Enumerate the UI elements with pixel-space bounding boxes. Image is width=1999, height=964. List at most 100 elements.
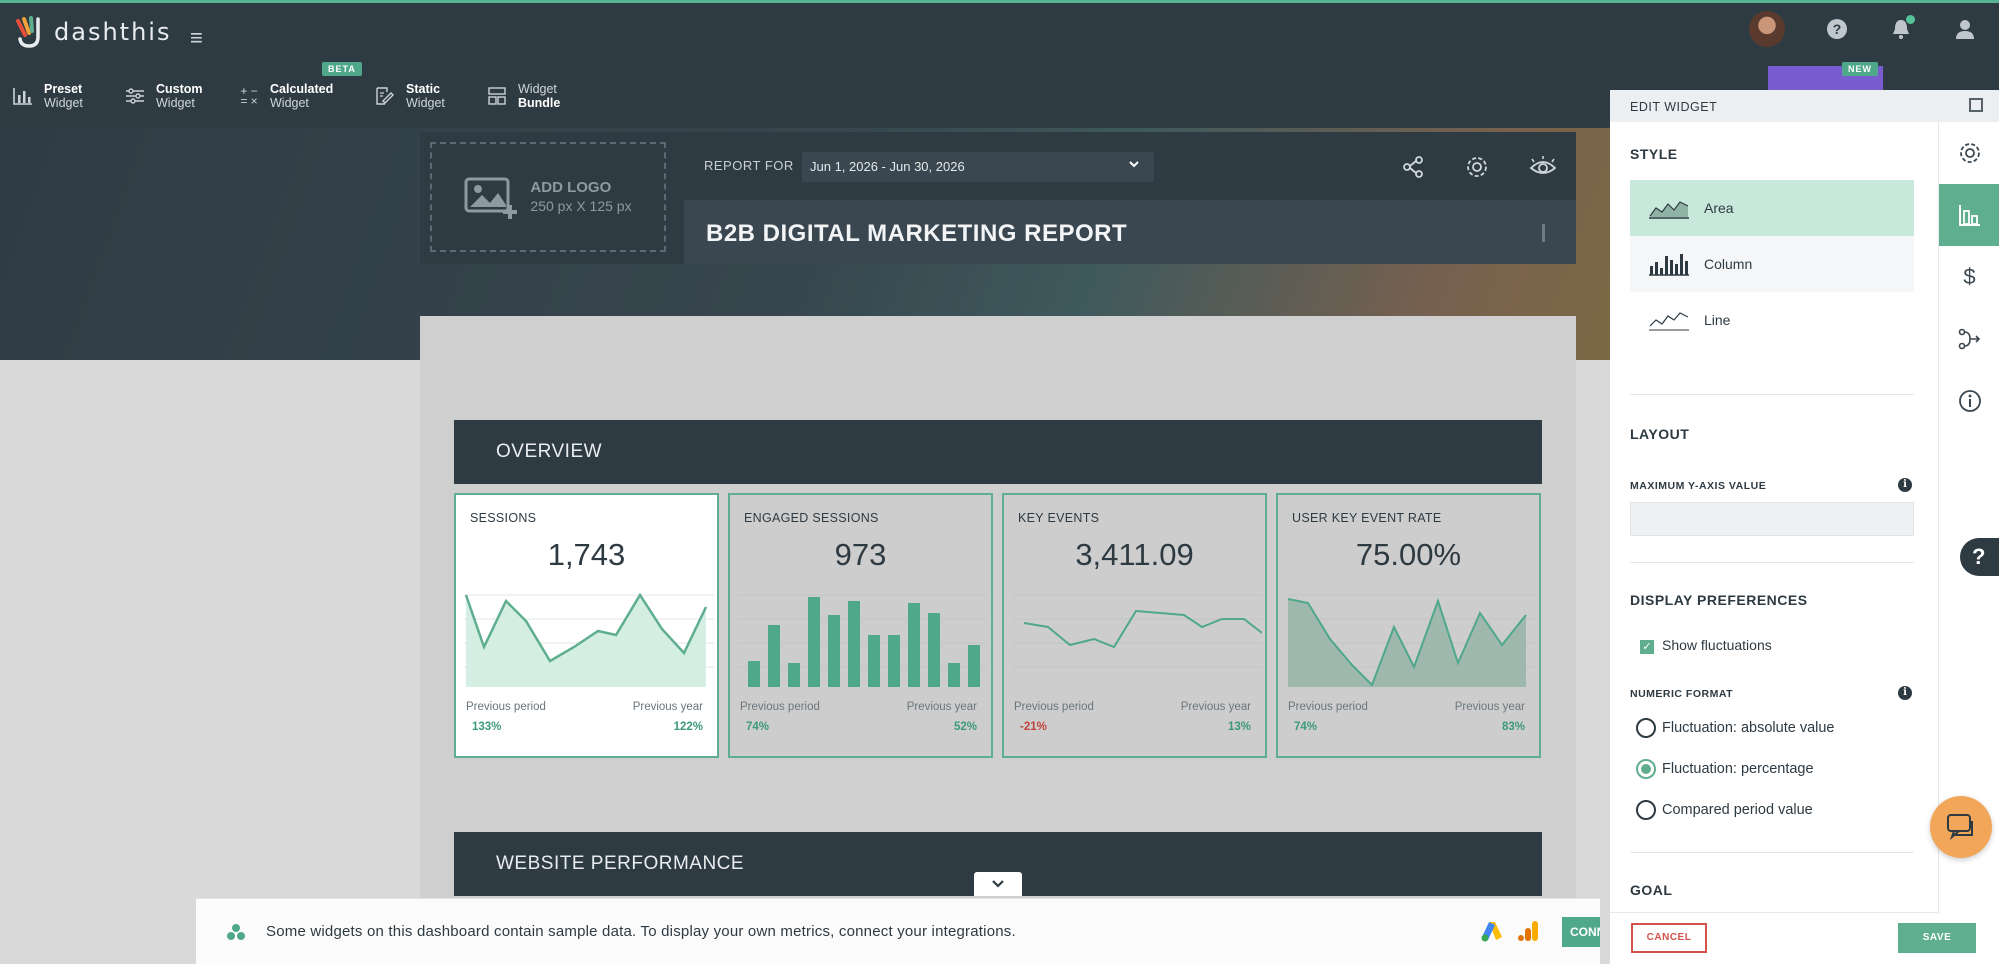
style-option-label: Area xyxy=(1704,200,1734,216)
notice-text: Some widgets on this dashboard contain s… xyxy=(266,923,1016,940)
style-option-area[interactable]: Area xyxy=(1630,180,1914,236)
dashthis-logo-icon xyxy=(12,15,46,49)
layout-heading: LAYOUT xyxy=(1630,426,1690,442)
custom-widget-button[interactable]: Custom Widget xyxy=(124,82,203,110)
help-question-icon[interactable]: ? xyxy=(1960,538,1999,576)
radio-label[interactable]: Fluctuation: percentage xyxy=(1662,761,1814,777)
panel-body: STYLE Area Column Line LAYOUT MAXIMUM Y-… xyxy=(1610,122,1938,912)
calculator-icon: + − = × xyxy=(240,84,258,108)
goal-tab-dollar-icon[interactable]: $ xyxy=(1963,264,1976,289)
previous-period-pct: 74% xyxy=(746,721,770,733)
previous-year-pct: 122% xyxy=(673,721,703,733)
radio-absolute-value[interactable] xyxy=(1636,718,1656,738)
report-for-label: REPORT FOR xyxy=(704,158,794,173)
numeric-format-label: NUMERIC FORMAT xyxy=(1630,688,1734,700)
static-widget-button[interactable]: Static Widget xyxy=(374,82,445,110)
settings-tab-gear-icon[interactable] xyxy=(1939,122,1999,184)
notification-dot xyxy=(1906,15,1915,24)
widget-user-key-event-rate[interactable]: USER KEY EVENT RATE 75.00% Previous peri… xyxy=(1276,493,1541,758)
widget-sessions[interactable]: SESSIONS 1,743 Previous period Previous … xyxy=(454,493,719,758)
max-y-axis-label: MAXIMUM Y-AXIS VALUE xyxy=(1630,480,1767,492)
radio-percentage[interactable] xyxy=(1636,759,1656,779)
previous-period-label: Previous period xyxy=(740,701,820,713)
widget-value: 973 xyxy=(834,537,887,572)
notification-bell-icon[interactable] xyxy=(1889,15,1915,41)
share-icon[interactable] xyxy=(1398,152,1428,182)
gear-icon[interactable] xyxy=(1462,152,1492,182)
widget-key-events[interactable]: KEY EVENTS 3,411.09 Previous period Prev… xyxy=(1002,493,1267,758)
menu-icon[interactable]: ≡ xyxy=(190,25,203,50)
chevron-down-icon xyxy=(992,880,1004,888)
bundle-icon xyxy=(486,85,508,107)
help-icon[interactable]: ? xyxy=(1825,17,1849,41)
report-header: ADD LOGO 250 px X 125 px REPORT FOR Jun … xyxy=(420,132,1576,264)
show-fluctuations-checkbox[interactable]: ✓ xyxy=(1640,640,1654,654)
data-flow-tab-flow-icon[interactable] xyxy=(1939,308,1999,370)
show-fluctuations-label[interactable]: Show fluctuations xyxy=(1662,637,1772,653)
logo-size-hint: 250 px X 125 px xyxy=(530,198,632,214)
info-icon[interactable]: i xyxy=(1898,686,1912,700)
key-events-line-chart xyxy=(1012,594,1262,668)
section-title: WEBSITE PERFORMANCE xyxy=(496,853,745,874)
chat-support-icon[interactable] xyxy=(1930,796,1992,858)
widget-label: ENGAGED SESSIONS xyxy=(744,511,879,525)
app-logo[interactable]: dashthis xyxy=(12,15,171,49)
line-chart-icon xyxy=(1649,312,1689,331)
style-option-line[interactable]: Line xyxy=(1630,292,1914,348)
preset-widget-button[interactable]: Preset Widget xyxy=(12,82,83,110)
engaged-sessions-column-chart xyxy=(738,594,988,687)
radio-label[interactable]: Fluctuation: absolute value xyxy=(1662,720,1835,736)
save-button[interactable]: SAVE xyxy=(1898,923,1976,953)
previous-year-pct: 13% xyxy=(1227,721,1251,733)
previous-year-label: Previous year xyxy=(906,701,977,713)
max-y-axis-input[interactable] xyxy=(1630,502,1914,536)
google-ads-logo-icon[interactable] xyxy=(1480,919,1504,943)
svg-text:?: ? xyxy=(1833,21,1842,37)
style-option-column[interactable]: Column xyxy=(1630,236,1914,292)
add-logo-label: ADD LOGO xyxy=(530,179,612,196)
google-analytics-logo-icon[interactable] xyxy=(1516,919,1540,943)
previous-year-pct: 52% xyxy=(953,721,977,733)
report-title-bar[interactable]: B2B DIGITAL MARKETING REPORT xyxy=(684,200,1576,264)
panel-header: EDIT WIDGET xyxy=(1610,90,1999,122)
previous-period-pct: -21% xyxy=(1020,721,1047,733)
info-icon[interactable]: i xyxy=(1898,478,1912,492)
widget-value: 1,743 xyxy=(547,537,626,572)
previous-period-label: Previous period xyxy=(1288,701,1368,713)
widget-engaged-sessions[interactable]: ENGAGED SESSIONS 973 Previous period Pre… xyxy=(728,493,993,758)
section-overview[interactable]: OVERVIEW xyxy=(454,420,1542,484)
radio-compared-period[interactable] xyxy=(1636,800,1656,820)
chevron-down-icon xyxy=(1128,158,1140,173)
display-preferences-heading: DISPLAY PREFERENCES xyxy=(1630,592,1808,608)
divider xyxy=(1630,562,1914,563)
radio-label[interactable]: Compared period value xyxy=(1662,802,1813,818)
edit-doc-icon xyxy=(374,85,396,107)
panel-side-tabs: $ xyxy=(1938,122,1999,914)
title-format-icon[interactable] xyxy=(1542,224,1556,242)
add-logo-dropzone[interactable]: ADD LOGO 250 px X 125 px xyxy=(430,142,666,252)
previous-period-pct: 133% xyxy=(472,721,502,733)
collapse-notice-button[interactable] xyxy=(974,872,1022,896)
date-range-select[interactable]: Jun 1, 2026 - Jun 30, 2026 xyxy=(802,152,1154,182)
previous-period-label: Previous period xyxy=(466,701,546,713)
widget-bundle-button[interactable]: Widget Bundle xyxy=(486,82,560,110)
info-tab-info-icon[interactable] xyxy=(1939,370,1999,432)
integrations-icon xyxy=(226,923,246,946)
preview-eye-icon[interactable] xyxy=(1528,152,1558,182)
add-image-icon xyxy=(464,175,518,219)
style-option-label: Line xyxy=(1704,312,1731,328)
widget-label: USER KEY EVENT RATE xyxy=(1292,511,1442,525)
date-range-value: Jun 1, 2026 - Jun 30, 2026 xyxy=(810,159,965,174)
previous-year-label: Previous year xyxy=(1454,701,1525,713)
sessions-area-chart xyxy=(464,592,714,687)
calculated-widget-button[interactable]: + − = × Calculated Widget xyxy=(238,82,333,110)
style-heading: STYLE xyxy=(1630,146,1678,162)
cancel-button[interactable]: CANCEL xyxy=(1631,923,1707,953)
user-icon[interactable] xyxy=(1953,17,1977,41)
report-title[interactable]: B2B DIGITAL MARKETING REPORT xyxy=(706,220,1128,247)
chart-style-tab-chart-icon[interactable] xyxy=(1939,184,1999,246)
avatar[interactable] xyxy=(1749,11,1785,47)
widget-label: SESSIONS xyxy=(470,511,537,525)
connect-button[interactable]: CONNECT xyxy=(1562,917,1600,947)
dock-panel-icon[interactable] xyxy=(1969,98,1983,112)
